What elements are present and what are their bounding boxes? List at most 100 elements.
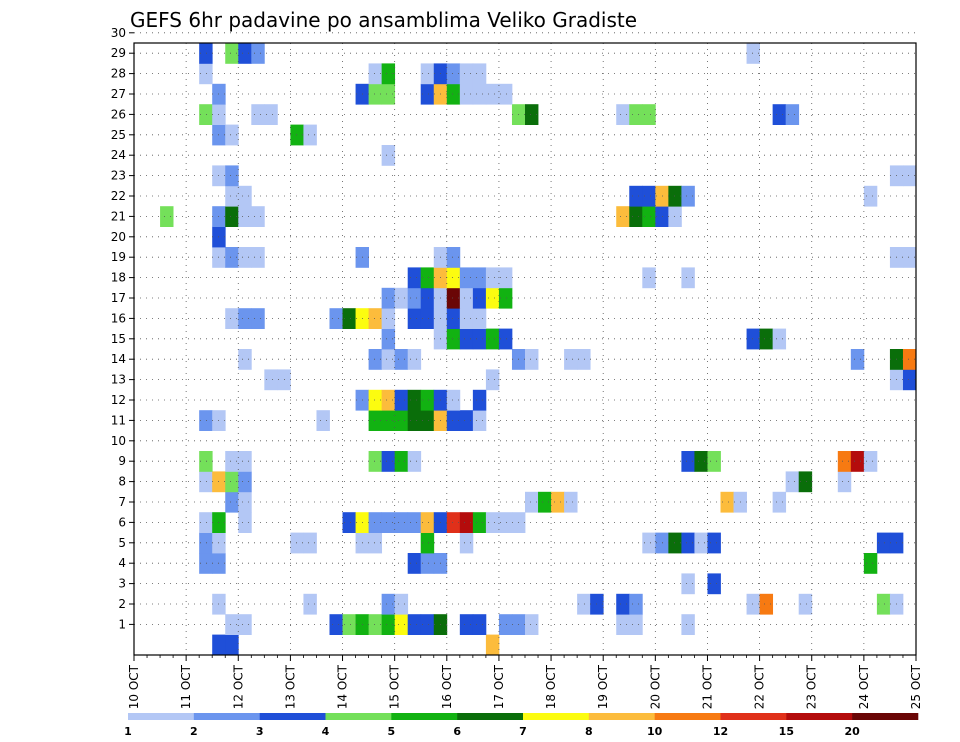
y-tick-label: 23 [111,169,126,183]
precip-cell [759,593,774,615]
precip-cell [902,165,917,187]
precip-cell [446,410,461,431]
precip-cell [616,206,630,227]
precip-cell [472,267,487,289]
chart-title: GEFS 6hr padavine po ansamblima Veliko G… [130,8,637,32]
precip-cell [394,349,409,370]
precip-cell [459,287,474,309]
precip-cell [616,104,630,125]
y-tick-label: 17 [111,291,126,305]
precip-cell [525,104,539,125]
precip-cell [498,512,513,533]
precip-cell [798,593,813,615]
precip-cell [785,471,800,493]
precip-cell [264,369,278,391]
precip-cell [694,532,708,554]
precip-cell [472,512,487,533]
precip-cell [746,593,760,615]
colorbar-label: 12 [713,725,728,738]
precip-cell [199,471,213,493]
precip-cell [303,532,317,554]
precip-cell [863,451,878,472]
colorbar-label: 10 [647,725,663,738]
precip-cell [681,451,695,472]
precip-cell [459,328,474,350]
precip-cell [459,267,474,289]
colorbar-label: 15 [779,725,794,738]
precip-cell [225,491,239,513]
precip-cell [225,206,239,227]
precip-cell [485,369,500,391]
colorbar-label: 20 [845,725,861,738]
precip-cell [538,491,552,513]
precip-cell [407,451,422,472]
precip-cell [642,267,656,289]
precip-cell [225,308,239,329]
colorbar-swatch [852,713,919,720]
precip-cell [225,165,239,187]
precip-cell [381,389,396,411]
precip-cell [238,308,252,329]
precip-cell [629,185,643,207]
y-tick-label: 11 [111,413,126,427]
precip-cell [850,451,865,472]
precip-cell [212,634,226,656]
y-tick-label: 19 [111,250,126,264]
precip-cell [199,532,213,554]
precip-cell [525,349,539,370]
precip-cell [707,532,721,554]
precip-cell [446,247,461,268]
precip-cell [225,124,239,146]
precip-cell [902,349,917,370]
y-tick-label: 30 [111,26,126,40]
precip-cell [902,369,917,391]
precip-cell [407,410,422,431]
y-tick-label: 13 [111,373,126,387]
precip-cell [225,185,239,207]
precip-cell [850,349,865,370]
precip-cell [368,389,383,411]
precip-cell [446,328,461,350]
precip-cell [238,451,252,472]
y-tick-label: 20 [111,230,126,244]
precip-cell [446,287,461,309]
x-tick-label: 17 OCT [492,664,506,709]
colorbar-swatch [325,713,392,720]
precip-cell [759,328,774,350]
y-tick-label: 6 [118,515,126,529]
precip-cell [342,512,356,533]
precip-cell [720,491,734,513]
precip-cell [681,573,695,595]
precip-cell [746,328,760,350]
x-tick-label: 20 OCT [648,664,662,709]
y-tick-label: 18 [111,271,126,285]
precip-cell [407,512,422,533]
precip-cell [629,104,643,125]
heatmap-cells [160,43,917,656]
precip-cell [251,43,265,64]
colorbar-legend: 1 2 3 4 5 6 7 8 10 12 15 20 [124,713,919,738]
precip-cell [446,512,461,533]
precip-cell [681,532,695,554]
precip-cell [407,308,422,329]
y-tick-label: 1 [118,617,126,631]
precip-cell [238,512,252,533]
precip-cell [863,185,878,207]
precip-cell [459,614,474,635]
precip-cell [368,614,383,635]
precip-cell [381,328,396,350]
precip-cell [485,512,500,533]
precip-cell [681,614,695,635]
precip-cell [394,287,409,309]
y-tick-label: 2 [118,597,126,611]
x-axis-ticks: 10 OCT 11 OCT 12 OCT 13 OCT 14 OCT 15 OCT 16 O… [127,655,923,709]
precip-cell [446,83,461,105]
x-tick-label: 14 OCT [336,664,350,709]
x-tick-label: 19 OCT [596,664,610,709]
colorbar-swatch [457,713,524,720]
precip-cell [407,287,422,309]
precip-cell [485,267,500,289]
precip-cell [238,471,252,493]
precip-cell [616,593,630,615]
precip-cell [290,124,304,146]
